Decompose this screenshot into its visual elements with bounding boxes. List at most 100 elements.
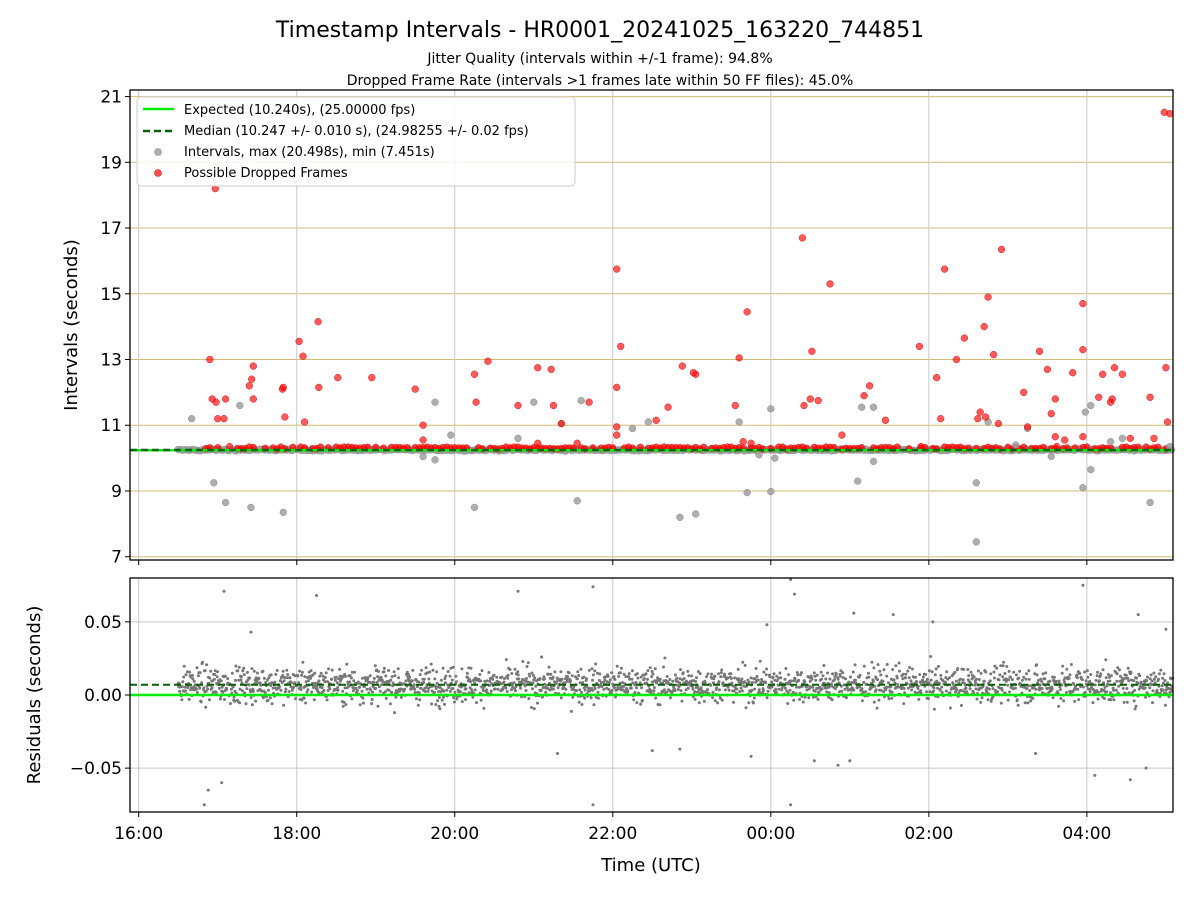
residual-point: [615, 664, 619, 668]
residual-point: [658, 703, 662, 707]
residual-point: [245, 687, 249, 691]
residual-point: [740, 689, 744, 693]
residual-point: [232, 695, 236, 699]
interval-outlier-point: [755, 451, 763, 459]
residual-point: [591, 673, 595, 677]
residual-point: [416, 703, 420, 707]
dropped-frame-outlier-point: [314, 318, 322, 326]
residual-point: [234, 678, 237, 682]
residual-point: [1007, 669, 1011, 673]
residual-point: [564, 687, 568, 691]
residual-point: [773, 678, 777, 682]
residual-point: [627, 675, 631, 679]
residual-point: [651, 680, 654, 684]
residual-point: [1086, 675, 1090, 679]
residual-point: [245, 670, 249, 674]
residual-point: [513, 667, 517, 671]
residual-point: [872, 666, 876, 670]
residual-point: [483, 679, 487, 683]
intervals-ytick-label: 13: [100, 351, 122, 371]
residual-point: [887, 697, 891, 701]
residual-outlier-point: [1034, 752, 1037, 755]
residual-point: [218, 697, 222, 701]
residual-point: [454, 680, 458, 684]
residual-point: [501, 688, 505, 692]
residual-point: [280, 681, 284, 685]
residual-point: [972, 675, 976, 679]
dropped-frame-outlier-point: [279, 383, 287, 392]
dropped-frame-outlier-point: [299, 352, 307, 360]
residual-point: [711, 690, 715, 694]
residual-point: [569, 679, 572, 683]
residual-point: [668, 696, 672, 700]
residual-point: [653, 667, 657, 671]
residual-point: [939, 673, 943, 677]
residual-point: [662, 688, 666, 692]
residual-point: [1118, 668, 1121, 672]
residual-point: [851, 670, 855, 674]
residual-point: [407, 673, 411, 677]
residual-point: [750, 681, 754, 684]
residual-point: [892, 678, 896, 682]
legend-box: [136, 96, 576, 187]
residual-point: [677, 685, 681, 689]
residual-point: [582, 675, 586, 679]
dropped-frame-outlier-point: [411, 385, 419, 393]
residual-point: [190, 686, 193, 690]
residual-point: [646, 677, 649, 681]
residual-point: [1073, 699, 1077, 703]
residual-point: [549, 672, 553, 676]
residual-point: [192, 679, 196, 683]
residual-point: [735, 687, 739, 691]
residual-point: [1063, 676, 1067, 680]
residual-outlier-point: [1144, 766, 1148, 770]
residual-point: [822, 664, 826, 667]
residual-point: [1036, 679, 1040, 682]
residual-point: [673, 673, 677, 677]
residual-point: [889, 685, 893, 689]
residual-point: [624, 675, 628, 679]
residual-point: [1085, 669, 1089, 673]
residual-point: [382, 666, 386, 670]
dropped-frame-outlier-point: [1079, 346, 1087, 354]
residual-point: [475, 701, 478, 705]
residual-outlier-point: [793, 592, 796, 596]
residual-point: [310, 690, 314, 694]
residual-point: [1126, 666, 1130, 670]
residual-point: [356, 680, 360, 684]
residual-point: [473, 688, 477, 692]
residual-point: [348, 680, 352, 684]
residual-point: [902, 702, 906, 706]
residual-point: [885, 674, 889, 678]
residual-point: [374, 687, 378, 690]
residual-outlier-point: [202, 803, 206, 807]
residual-point: [226, 677, 230, 681]
residual-point: [999, 701, 1003, 705]
residual-point: [377, 669, 380, 673]
residual-point: [1097, 679, 1101, 683]
residual-point: [642, 677, 646, 681]
dropped-frame-outlier-point: [206, 355, 214, 364]
residual-point: [766, 689, 770, 693]
residual-point: [696, 670, 700, 673]
residual-point: [1132, 699, 1136, 703]
dropped-frame-outlier-point: [1079, 433, 1087, 441]
residual-point: [635, 672, 639, 676]
residual-point: [1134, 704, 1138, 708]
residual-point: [432, 690, 436, 694]
residual-outlier-point: [812, 759, 816, 763]
residual-point: [566, 675, 570, 679]
residual-point: [1166, 681, 1170, 685]
residual-point: [1060, 683, 1064, 687]
interval-outlier-point: [1087, 401, 1095, 410]
intervals-ytick-label: 21: [100, 88, 122, 108]
residual-point: [1057, 679, 1061, 683]
residual-point: [1018, 669, 1022, 673]
dropped-frame-outlier-point: [472, 398, 480, 406]
residual-point: [785, 682, 789, 686]
dropped-frame-outlier-point: [368, 373, 376, 382]
residual-point: [775, 674, 779, 678]
interval-outlier-point: [767, 405, 775, 413]
residual-point: [305, 690, 309, 694]
residual-point: [541, 686, 545, 690]
